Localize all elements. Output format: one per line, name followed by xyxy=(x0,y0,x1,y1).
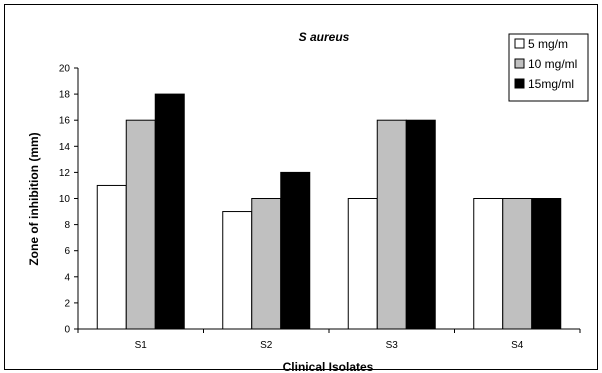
y-tick-label: 0 xyxy=(64,325,70,336)
legend: 5 mg/m 10 mg/ml 15mg/ml xyxy=(508,33,589,102)
legend-swatch-1 xyxy=(514,38,525,49)
bar-s3-series-3 xyxy=(405,119,436,330)
bar-s1-series-2 xyxy=(125,119,156,330)
y-tick-label: 16 xyxy=(59,116,71,127)
y-tick-label: 6 xyxy=(64,246,70,257)
bar-s2-series-2 xyxy=(251,198,282,330)
bar-s1-series-3 xyxy=(154,93,185,330)
x-tick-label: S2 xyxy=(260,340,273,351)
y-axis-label: Zone of inhibition (mm) xyxy=(27,132,41,265)
bar-s3-series-1 xyxy=(347,198,378,330)
y-tick-label: 10 xyxy=(59,194,71,205)
x-tick-label: S4 xyxy=(511,340,524,351)
bar-s3-series-2 xyxy=(376,119,407,330)
legend-label-1: 5 mg/m xyxy=(528,37,568,51)
x-tick-label: S1 xyxy=(135,340,148,351)
legend-label-2: 10 mg/ml xyxy=(528,57,577,71)
bar-s2-series-1 xyxy=(222,211,253,330)
bar-s4-series-3 xyxy=(531,198,562,330)
x-axis-label: Clinical Isolates xyxy=(283,360,374,373)
x-tick-label: S3 xyxy=(386,340,399,351)
bar-s4-series-1 xyxy=(473,198,504,330)
bar-s2-series-3 xyxy=(280,171,311,330)
y-tick-label: 4 xyxy=(64,272,70,283)
y-tick-label: 12 xyxy=(59,168,71,179)
y-tick-label: 18 xyxy=(59,90,71,101)
chart-title: S aureus xyxy=(299,30,350,44)
legend-swatch-3 xyxy=(514,78,525,89)
legend-label-3: 15mg/ml xyxy=(528,77,574,91)
legend-swatch-2 xyxy=(514,58,525,69)
y-tick-label: 20 xyxy=(59,64,71,75)
y-tick-label: 8 xyxy=(64,220,70,231)
y-tick-label: 2 xyxy=(64,298,70,309)
bar-s4-series-2 xyxy=(502,198,533,330)
y-tick-label: 14 xyxy=(59,142,71,153)
bar-s1-series-1 xyxy=(96,184,127,330)
plot-area: 0 2 4 6 8 10 12 14 16 18 20 S1 S2 S3 S4 xyxy=(59,64,581,351)
